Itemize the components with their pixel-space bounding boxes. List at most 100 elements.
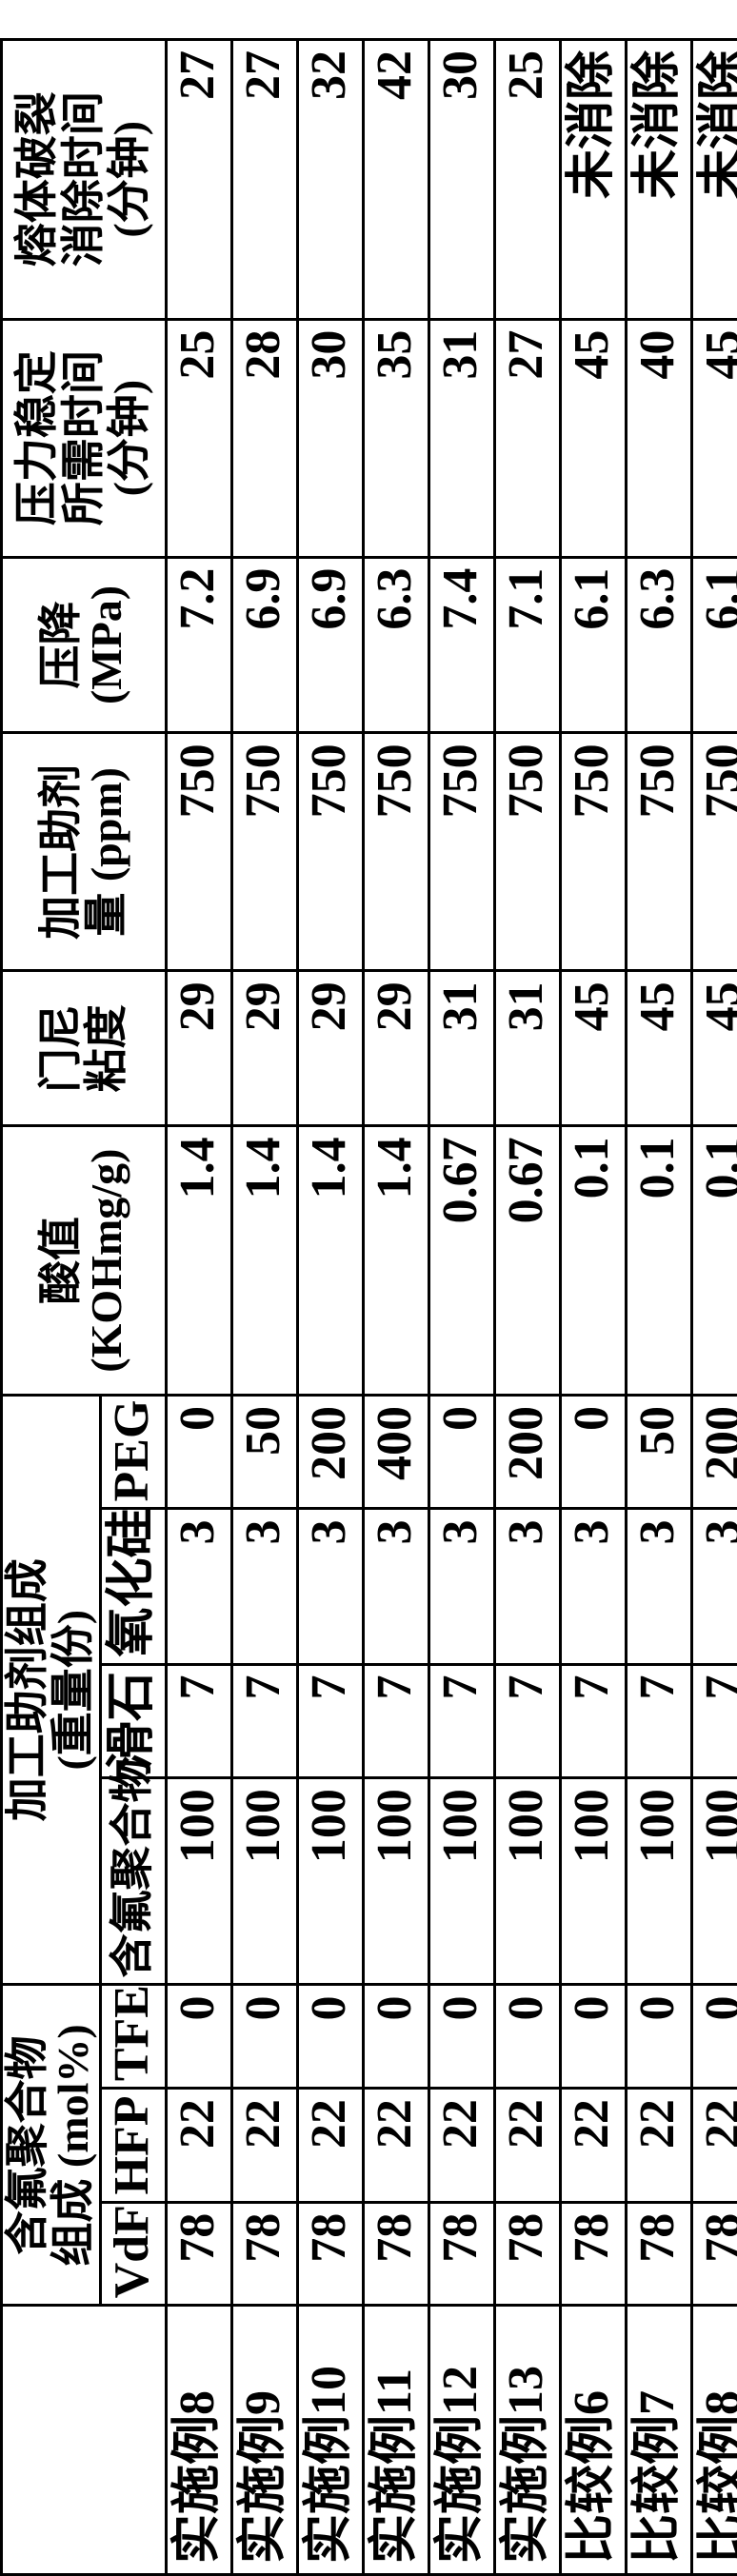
cell-acid: 0.1 [691, 1126, 737, 1396]
cell-hfp: 22 [626, 2089, 691, 2203]
cell-talc: 7 [691, 1664, 737, 1778]
table-row: 实施例8782201007301.4297507.22527 [166, 40, 231, 2575]
cell-talc: 7 [626, 1664, 691, 1778]
table-row: 实施例1078220100732001.4297506.93032 [297, 40, 363, 2575]
cell-amt: 750 [560, 733, 626, 971]
cell-melt: 未消除 [691, 40, 737, 320]
cell-amt: 750 [626, 733, 691, 971]
cell-melt: 25 [494, 40, 560, 320]
cell-stab: 27 [494, 319, 560, 557]
cell-acid: 0.67 [428, 1126, 494, 1396]
cell-stab: 30 [297, 319, 363, 557]
cell-peg: 50 [626, 1395, 691, 1509]
cell-stab: 31 [428, 319, 494, 557]
cell-acid: 1.4 [231, 1126, 297, 1396]
cell-stab: 40 [626, 319, 691, 557]
cell-acid: 0.1 [626, 1126, 691, 1396]
cell-vdf: 78 [166, 2202, 231, 2306]
cell-tfe: 0 [428, 1985, 494, 2089]
cell-dp: 7.4 [428, 557, 494, 733]
cell-tfe: 0 [691, 1985, 737, 2089]
header-vdf: VdF [100, 2202, 166, 2306]
cell-vdf: 78 [297, 2202, 363, 2306]
header-blank [2, 2306, 167, 2575]
cell-sil: 3 [626, 1509, 691, 1664]
cell-moon: 45 [691, 971, 737, 1126]
table-row: 实施例12782201007300.67317507.43130 [428, 40, 494, 2575]
cell-melt: 未消除 [560, 40, 626, 320]
table-row: 实施例1378220100732000.67317507.12725 [494, 40, 560, 2575]
cell-moon: 45 [626, 971, 691, 1126]
header-silica: 氧化硅 [100, 1509, 166, 1664]
cell-talc: 7 [363, 1664, 428, 1778]
cell-dp: 6.9 [297, 557, 363, 733]
header-hfp: HFP [100, 2089, 166, 2203]
cell-fpoly: 100 [691, 1778, 737, 1985]
cell-sil: 3 [428, 1509, 494, 1664]
cell-stab: 28 [231, 319, 297, 557]
cell-moon: 29 [363, 971, 428, 1126]
header-aid-amount: 加工助剂量 (ppm) [2, 733, 167, 971]
cell-fpoly: 100 [231, 1778, 297, 1985]
cell-amt: 750 [297, 733, 363, 971]
cell-tfe: 0 [297, 1985, 363, 2089]
cell-moon: 45 [560, 971, 626, 1126]
header-dp: 压降(MPa) [2, 557, 167, 733]
cell-sil: 3 [231, 1509, 297, 1664]
cell-acid: 1.4 [297, 1126, 363, 1396]
cell-amt: 750 [166, 733, 231, 971]
cell-sil: 3 [166, 1509, 231, 1664]
cell-sil: 3 [691, 1509, 737, 1664]
cell-vdf: 78 [626, 2202, 691, 2306]
cell-hfp: 22 [231, 2089, 297, 2203]
header-peg: PEG [100, 1395, 166, 1509]
cell-moon: 29 [231, 971, 297, 1126]
header-fluoro-poly: 含氟聚合物 [100, 1778, 166, 1985]
cell-vdf: 78 [231, 2202, 297, 2306]
cell-tfe: 0 [494, 1985, 560, 2089]
cell-peg: 200 [691, 1395, 737, 1509]
cell-vdf: 78 [691, 2202, 737, 2306]
header-tfe: TFE [100, 1985, 166, 2089]
cell-dp: 6.1 [560, 557, 626, 733]
cell-fpoly: 100 [297, 1778, 363, 1985]
cell-hfp: 22 [428, 2089, 494, 2203]
cell-talc: 7 [494, 1664, 560, 1778]
cell-acid: 0.67 [494, 1126, 560, 1396]
header-group-aid: 加工助剂组成(重量份) [2, 1395, 101, 1985]
cell-sil: 3 [297, 1509, 363, 1664]
cell-tfe: 0 [363, 1985, 428, 2089]
cell-sil: 3 [494, 1509, 560, 1664]
cell-acid: 1.4 [166, 1126, 231, 1396]
cell-hfp: 22 [363, 2089, 428, 2203]
table-body: 实施例8782201007301.4297507.22527实施例9782201… [166, 40, 737, 2575]
cell-dp: 7.1 [494, 557, 560, 733]
cell-dp: 7.2 [166, 557, 231, 733]
cell-moon: 29 [297, 971, 363, 1126]
cell-peg: 200 [297, 1395, 363, 1509]
cell-label: 比较例7 [626, 2306, 691, 2575]
cell-peg: 0 [560, 1395, 626, 1509]
cell-peg: 0 [428, 1395, 494, 1509]
cell-stab: 45 [560, 319, 626, 557]
cell-label: 比较例8 [691, 2306, 737, 2575]
cell-peg: 0 [166, 1395, 231, 1509]
cell-label: 实施例12 [428, 2306, 494, 2575]
cell-acid: 1.4 [363, 1126, 428, 1396]
cell-label: 比较例6 [560, 2306, 626, 2575]
cell-amt: 750 [428, 733, 494, 971]
cell-tfe: 0 [560, 1985, 626, 2089]
cell-talc: 7 [231, 1664, 297, 1778]
cell-label: 实施例13 [494, 2306, 560, 2575]
cell-amt: 750 [231, 733, 297, 971]
cell-moon: 31 [494, 971, 560, 1126]
table-header: 含氟聚合物组成 (mol%) 加工助剂组成(重量份) 酸值(KOHmg/g) 门… [2, 40, 167, 2575]
cell-amt: 750 [363, 733, 428, 971]
cell-sil: 3 [560, 1509, 626, 1664]
cell-fpoly: 100 [166, 1778, 231, 1985]
cell-melt: 未消除 [626, 40, 691, 320]
cell-amt: 750 [691, 733, 737, 971]
cell-label: 实施例9 [231, 2306, 297, 2575]
cell-peg: 400 [363, 1395, 428, 1509]
cell-label: 实施例10 [297, 2306, 363, 2575]
